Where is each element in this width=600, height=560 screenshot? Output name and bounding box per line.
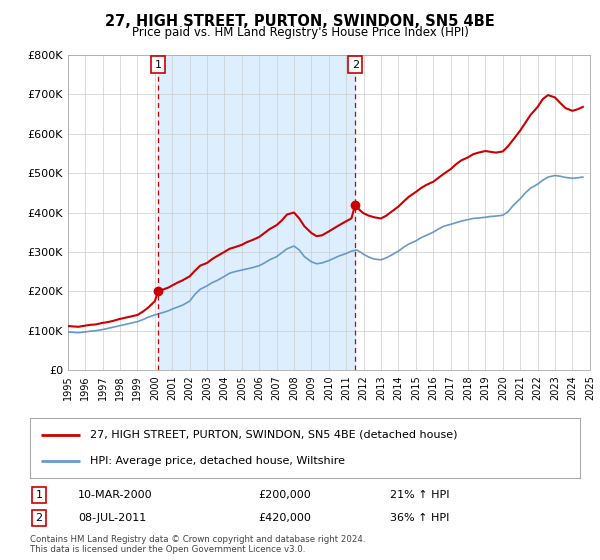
Bar xyxy=(158,55,355,370)
Text: £200,000: £200,000 xyxy=(258,490,311,500)
Text: 1: 1 xyxy=(35,490,43,500)
Text: 36% ↑ HPI: 36% ↑ HPI xyxy=(390,513,449,523)
Text: Contains HM Land Registry data © Crown copyright and database right 2024.
This d: Contains HM Land Registry data © Crown c… xyxy=(30,535,365,554)
Text: 10-MAR-2000: 10-MAR-2000 xyxy=(78,490,152,500)
Text: 21% ↑ HPI: 21% ↑ HPI xyxy=(390,490,449,500)
Text: £420,000: £420,000 xyxy=(258,513,311,523)
Text: 2: 2 xyxy=(352,60,359,70)
Text: Price paid vs. HM Land Registry's House Price Index (HPI): Price paid vs. HM Land Registry's House … xyxy=(131,26,469,39)
Text: 27, HIGH STREET, PURTON, SWINDON, SN5 4BE: 27, HIGH STREET, PURTON, SWINDON, SN5 4B… xyxy=(105,14,495,29)
Text: 2: 2 xyxy=(35,513,43,523)
Text: 27, HIGH STREET, PURTON, SWINDON, SN5 4BE (detached house): 27, HIGH STREET, PURTON, SWINDON, SN5 4B… xyxy=(91,430,458,440)
Text: HPI: Average price, detached house, Wiltshire: HPI: Average price, detached house, Wilt… xyxy=(91,456,346,466)
Text: 08-JUL-2011: 08-JUL-2011 xyxy=(78,513,146,523)
Text: 1: 1 xyxy=(155,60,161,70)
